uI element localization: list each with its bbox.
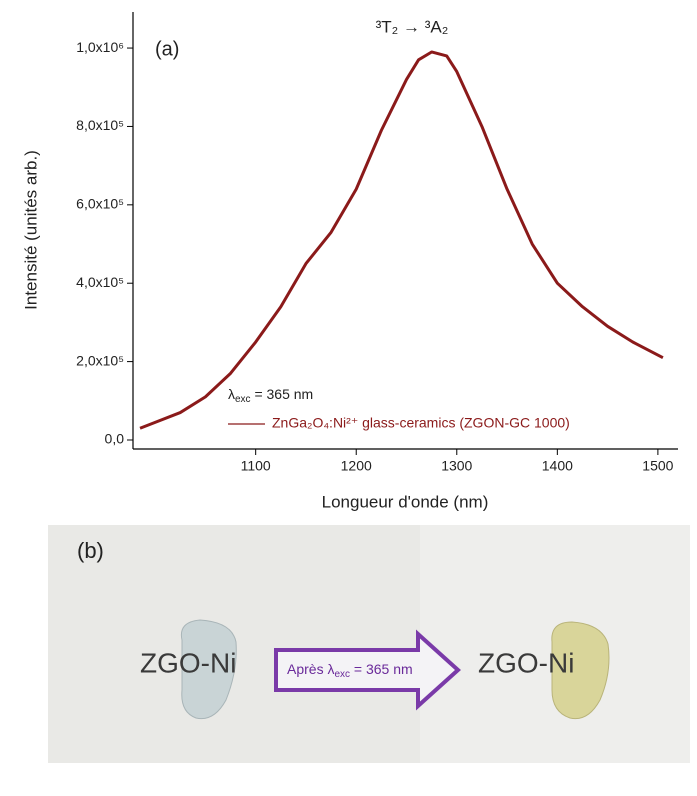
x-tick-label: 1500 — [642, 458, 673, 474]
annotation-part: λ — [228, 386, 235, 402]
arrow-text: Après λexc = 365 nm — [287, 661, 413, 680]
y-tick-label: 2,0x10⁵ — [76, 352, 124, 368]
sample-label: ZGO-Ni — [478, 647, 574, 678]
x-tick-label: 1100 — [241, 458, 271, 474]
panel-label: (a) — [155, 38, 179, 60]
annotation: ³T₂ → ³A₂ — [376, 17, 449, 36]
x-tick-label: 1200 — [341, 458, 372, 474]
sample-label: ZGO-Ni — [140, 647, 236, 678]
y-axis-title: Intensité (unités arb.) — [21, 150, 40, 310]
y-tick-label: 6,0x10⁵ — [76, 196, 124, 212]
arrow-text-part: Après λ — [287, 661, 334, 677]
annotation-part: = 365 nm — [251, 386, 314, 402]
x-axis-title: Longueur d'onde (nm) — [322, 492, 489, 511]
arrow — [274, 629, 461, 711]
arrow-text-sub: exc — [334, 669, 350, 680]
y-tick-label: 4,0x10⁵ — [76, 274, 124, 290]
panel-label: (b) — [77, 538, 104, 563]
legend-label: ZnGa₂O₄:Ni²⁺ glass-ceramics (ZGON-GC 100… — [272, 415, 570, 431]
series-line — [139, 50, 664, 430]
photo: (b) ZGO-Ni ZGO-Ni Après λexc = 365 nm — [48, 525, 690, 763]
annotation: λexc = 365 nm — [228, 386, 313, 405]
annotation-sub: exc — [235, 394, 251, 405]
y-tick-label: 0,0 — [105, 431, 125, 447]
x-tick-label: 1400 — [542, 458, 573, 474]
arrow-text-part: = 365 nm — [350, 661, 413, 677]
x-tick-label: 1300 — [441, 458, 472, 474]
sample-after — [551, 621, 610, 720]
y-tick-label: 1,0x10⁶ — [76, 39, 124, 55]
y-tick-label: 8,0x10⁵ — [76, 117, 124, 133]
sample-before — [180, 619, 237, 720]
